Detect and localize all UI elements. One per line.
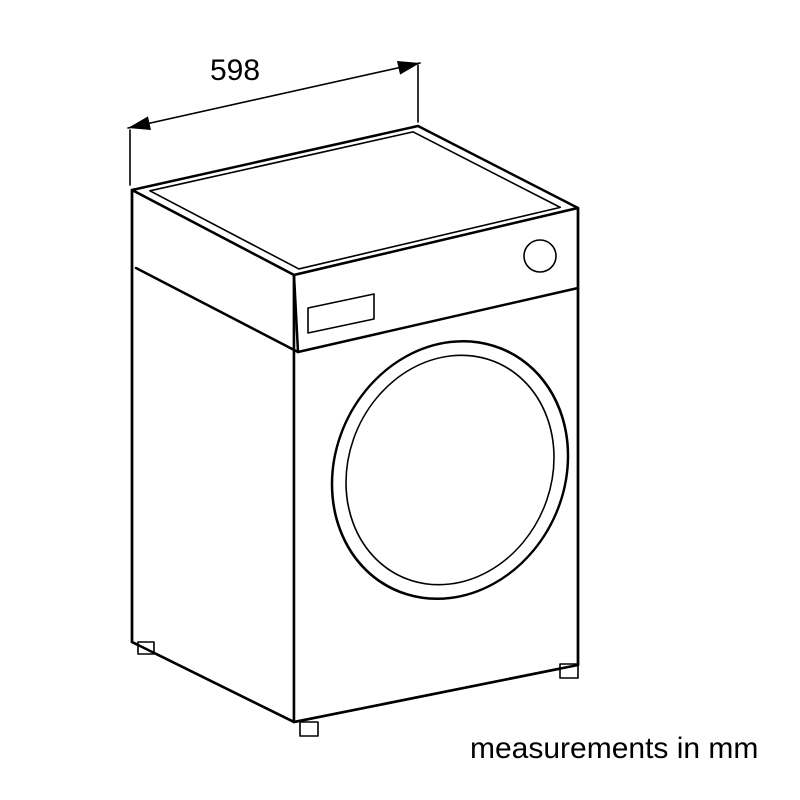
dimension-line xyxy=(128,63,420,128)
appliance-dimension-diagram: 598 measurements in mm xyxy=(0,0,800,800)
dimension-arrow-left xyxy=(128,116,151,130)
foot-front-left xyxy=(300,722,318,736)
units-caption: measurements in mm xyxy=(470,732,758,765)
dimension-arrow-right xyxy=(397,61,420,75)
appliance-side-face xyxy=(132,190,294,722)
width-dimension-label: 598 xyxy=(210,54,260,87)
appliance-front-face xyxy=(294,208,578,722)
